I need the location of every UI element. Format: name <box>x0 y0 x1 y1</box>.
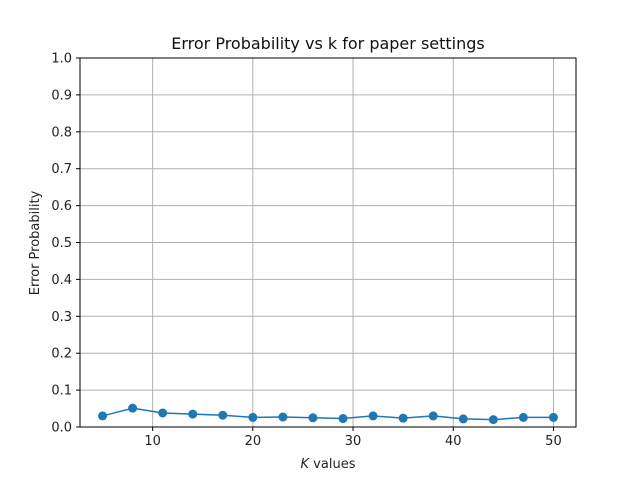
y-axis-label: Error Probability <box>28 190 43 295</box>
data-point <box>518 412 528 422</box>
data-point <box>188 409 198 419</box>
data-point <box>308 413 318 423</box>
chart-title: Error Probability vs k for paper setting… <box>171 34 485 53</box>
tick-layer: 10 20 30 40 50 0.0 0.1 0.2 0.3 0.4 0.5 0.6 0.7 0.8 0.9… <box>51 52 561 450</box>
x-axis-label: K values <box>301 457 356 472</box>
data-point <box>98 411 108 421</box>
y-tick-label: 0.5 <box>51 236 72 251</box>
x-tick-label: 20 <box>245 434 262 449</box>
x-tick-label: 30 <box>345 434 362 449</box>
data-point <box>458 414 468 424</box>
data-point <box>218 410 228 420</box>
data-point <box>398 413 408 423</box>
y-tick-label: 0.3 <box>51 310 72 325</box>
data-point <box>128 403 138 413</box>
y-tick-label: 0.6 <box>51 199 72 214</box>
y-tick-label: 0.9 <box>51 88 72 103</box>
y-tick-label: 0.4 <box>51 273 72 288</box>
series-line <box>102 407 554 421</box>
x-tick-label: 10 <box>144 434 161 449</box>
data-point <box>548 412 558 422</box>
x-tick-label: 50 <box>545 434 562 449</box>
data-point <box>248 412 258 422</box>
data-point <box>158 408 168 418</box>
y-tick-label: 0.1 <box>51 384 72 399</box>
x-tick-label: 40 <box>445 434 462 449</box>
series-layer <box>98 403 558 425</box>
y-tick-label: 0.2 <box>51 347 72 362</box>
data-point <box>488 415 498 425</box>
data-point <box>278 412 288 422</box>
data-point <box>428 411 438 421</box>
y-tick-label: 1.0 <box>51 52 72 67</box>
y-tick-label: 0.7 <box>51 162 72 177</box>
x-axis-label-symbol: K <box>301 457 311 472</box>
data-point <box>338 414 348 424</box>
y-tick-label: 0.0 <box>51 421 72 436</box>
data-point <box>368 411 378 421</box>
x-axis-label-text: values <box>309 457 356 472</box>
y-tick-label: 0.8 <box>51 125 72 140</box>
